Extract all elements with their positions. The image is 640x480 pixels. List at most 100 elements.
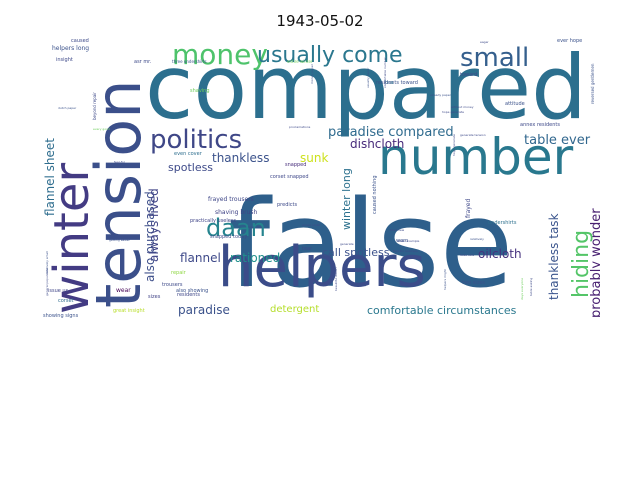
- cloud-word: trousers: [162, 282, 183, 288]
- cloud-word: probably wonder: [589, 208, 600, 318]
- cloud-word: paradise: [178, 303, 230, 317]
- cloud-word: wear: [116, 287, 131, 294]
- cloud-word: shaving: [190, 88, 210, 94]
- cloud-word: dishcloth: [350, 137, 404, 151]
- cloud-word: frayed trousers: [208, 196, 254, 203]
- cloud-word: issue us: [48, 288, 69, 294]
- cloud-word: hope generate: [442, 110, 464, 114]
- cloud-word: generate tension: [460, 133, 486, 137]
- cloud-word: bra: [385, 80, 393, 86]
- cloud-word: tension: [82, 79, 155, 308]
- cloud-word: flannel: [180, 251, 221, 265]
- cloud-word: tear: [302, 246, 313, 252]
- cloud-word: proclamations: [289, 125, 311, 129]
- cloud-word: relatively: [470, 237, 484, 241]
- cloud-word: table asking: [529, 278, 533, 296]
- cloud-word: false: [228, 176, 513, 315]
- cloud-word: two sizes: [462, 280, 485, 286]
- cloud-word: relatively small: [45, 251, 49, 274]
- cloud-word: undershirts: [488, 220, 517, 226]
- chart-title: 1943-05-02: [276, 12, 364, 30]
- cloud-word: helpers long: [52, 45, 89, 52]
- cloud-word: every good: [93, 127, 110, 131]
- cloud-word: caused nothing: [372, 175, 378, 214]
- cloud-word: toward: [460, 72, 477, 78]
- cloud-word: daan: [206, 214, 266, 242]
- cloud-word: compared: [145, 36, 587, 139]
- cloud-word: spotless: [168, 161, 213, 174]
- cloud-word: usually come: [257, 43, 403, 68]
- cloud-word: always lived: [147, 188, 161, 262]
- cloud-word: winter long: [340, 168, 353, 230]
- cloud-word: money: [172, 38, 268, 71]
- cloud-word: call spotless: [322, 246, 390, 259]
- cloud-word: helpers might: [443, 268, 447, 290]
- cloud-word: politics: [150, 125, 242, 155]
- cloud-word: eager: [480, 40, 489, 44]
- cloud-word: winter: [44, 163, 100, 314]
- cloud-word: without money: [451, 105, 474, 109]
- cloud-word: ever hope: [557, 38, 582, 44]
- cloud-word: number: [378, 128, 574, 186]
- cloud-word: repair: [171, 270, 187, 276]
- cloud-word: great insight: [113, 308, 145, 314]
- cloud-word: residents toward: [376, 80, 418, 86]
- cloud-word: three undershirts: [172, 59, 207, 64]
- cloud-word: shaving brush: [215, 209, 258, 216]
- cloud-word: rationed: [230, 251, 280, 265]
- cloud-word: generate: [340, 242, 354, 246]
- cloud-word: residents: [177, 292, 200, 298]
- cloud-word: annex small: [302, 223, 320, 227]
- cloud-word: comfortable number: [383, 56, 387, 88]
- cloud-word: even cover: [174, 151, 203, 157]
- cloud-word: comfortable circumstances: [367, 304, 517, 317]
- cloud-word: already paper: [430, 93, 452, 97]
- cloud-word: fear-for example: [393, 249, 418, 253]
- cloud-word: worn: [396, 238, 408, 244]
- cloud-word: usually paper: [366, 67, 370, 88]
- cloud-word: take pass: [248, 225, 263, 229]
- cloud-word: dollar example: [397, 239, 419, 243]
- cloud-word: days everyone: [520, 278, 524, 300]
- cloud-word: corset snapped: [270, 174, 309, 180]
- cloud-word: small: [460, 43, 529, 73]
- cloud-word: thankless: [212, 151, 269, 165]
- cloud-word: sunk: [300, 151, 328, 165]
- cloud-word: predicts: [277, 202, 297, 208]
- cloud-word: false sets: [460, 253, 475, 257]
- cloud-word: hiding: [569, 230, 594, 298]
- cloud-word: oilcloth: [478, 247, 522, 261]
- cloud-word: frayed: [465, 199, 472, 218]
- cloud-word: snapped: [285, 162, 306, 168]
- cloud-word: insight: [56, 57, 73, 63]
- cloud-word: detergent: [270, 304, 319, 315]
- cloud-word: corset: [58, 298, 74, 304]
- cloud-word: showing signs: [43, 313, 79, 319]
- cloud-word: beyond repair: [92, 92, 97, 120]
- cloud-word: flannel sheet: [43, 138, 57, 216]
- cloud-word: getting easier: [109, 238, 131, 242]
- cloud-word: also showing: [176, 288, 208, 294]
- cloud-word: also purchased: [143, 191, 157, 282]
- cloud-word: thankless task: [547, 213, 561, 300]
- cloud-word: snapped today: [210, 234, 247, 240]
- cloud-word: fear-for: [114, 160, 126, 164]
- cloud-word: paradise compared: [328, 125, 454, 140]
- cloud-word: annex residents: [520, 122, 560, 128]
- cloud-word: asr mr.: [134, 59, 152, 65]
- cloud-word: tried new: [390, 228, 405, 232]
- cloud-word: attitude: [505, 101, 525, 107]
- cloud-word: sizes: [148, 294, 161, 300]
- cloud-word: helpers: [218, 235, 426, 300]
- cloud-word: caused: [71, 38, 89, 44]
- cloud-word: beautiful daaan: [334, 267, 338, 291]
- cloud-word: entire winter: [287, 59, 313, 64]
- cloud-word: table ever: [524, 133, 591, 148]
- cloud-word: money paper: [310, 63, 314, 84]
- cloud-word: reversed gentlemen: [590, 63, 595, 104]
- cloud-word: general population: [45, 268, 49, 296]
- cloud-word: hope generate: [452, 134, 456, 156]
- cloud-word: dutch paper: [58, 106, 77, 110]
- cloud-word: practically useless: [190, 218, 236, 224]
